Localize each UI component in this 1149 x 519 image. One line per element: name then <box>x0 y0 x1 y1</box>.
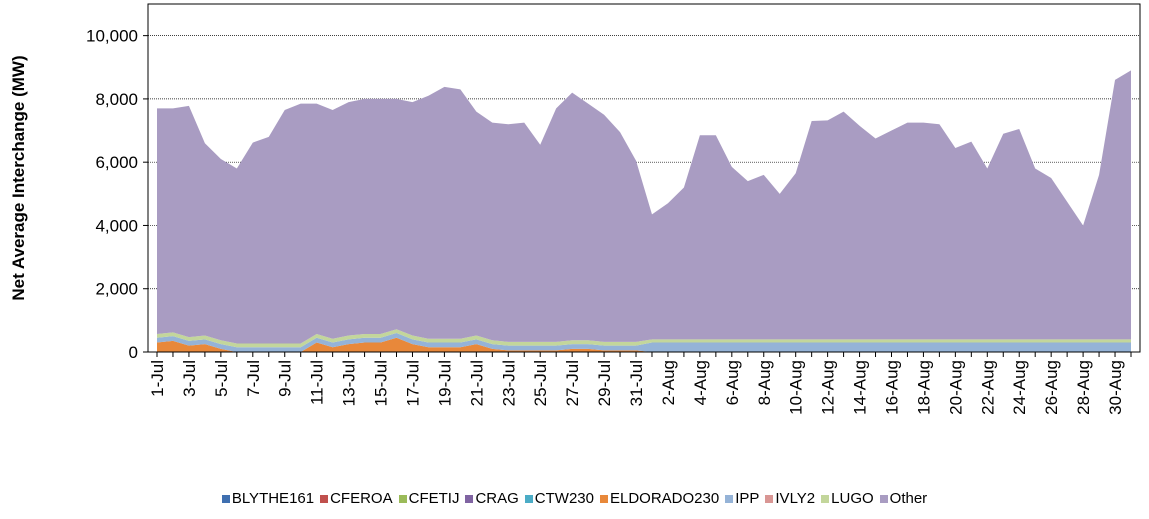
legend-swatch <box>465 494 474 503</box>
x-tick-label: 1-Jul <box>148 360 167 397</box>
x-tick-label: 21-Jul <box>467 360 486 406</box>
area <box>157 333 1131 352</box>
x-tick-label: 6-Aug <box>723 360 742 405</box>
y-tick-label: 4,000 <box>95 216 138 235</box>
x-tick-label: 7-Jul <box>244 360 263 397</box>
legend-item: BLYTHE161 <box>221 490 315 507</box>
legend-item: IVLY2 <box>765 490 815 507</box>
legend-item: IPP <box>725 490 759 507</box>
x-tick-label: 23-Jul <box>499 360 518 406</box>
legend-swatch <box>765 494 774 503</box>
x-tick-label: 2-Aug <box>659 360 678 405</box>
x-tick-label: 26-Aug <box>1042 360 1061 415</box>
legend-label: IPP <box>735 490 760 507</box>
area <box>157 329 1131 348</box>
x-tick-label: 4-Aug <box>691 360 710 405</box>
legend-item: CRAG <box>465 490 519 507</box>
plot-frame <box>147 3 1141 353</box>
x-tick-label: 11-Jul <box>308 360 327 405</box>
chart: Net Average Interchange (MW) 0 2,000 4,000… <box>9 3 1141 415</box>
x-tick-label: 22-Aug <box>978 360 997 415</box>
x-tick-label: 3-Jul <box>180 360 199 397</box>
x-tick-label: 12-Aug <box>819 360 838 415</box>
legend-swatch <box>725 494 734 503</box>
legend-swatch <box>879 494 888 503</box>
x-tick-label: 14-Aug <box>851 360 870 415</box>
x-tick-label: 19-Jul <box>435 360 454 406</box>
y-tick-label: 10,000 <box>86 27 138 46</box>
legend-label: ELDORADO230 <box>609 490 720 507</box>
legend-swatch <box>821 494 830 503</box>
legend-item: LUGO <box>821 490 874 507</box>
legend-label: CRAG <box>475 490 519 507</box>
y-tick-label: 2,000 <box>95 280 138 299</box>
legend-item: CTW230 <box>524 490 594 507</box>
x-tick-label: 29-Jul <box>595 360 614 406</box>
legend-swatch <box>599 494 608 503</box>
legend-item: ELDORADO230 <box>599 490 720 507</box>
y-axis-label: Net Average Interchange (MW) <box>9 55 28 300</box>
x-tick-label: 16-Aug <box>882 360 901 415</box>
legend-label: BLYTHE161 <box>231 490 315 507</box>
x-tick-label: 31-Jul <box>627 360 646 406</box>
x-tick-label: 15-Jul <box>372 360 391 406</box>
x-tick-label: 30-Aug <box>1106 360 1125 415</box>
x-tick-label: 27-Jul <box>563 360 582 406</box>
x-tick-label: 20-Aug <box>946 360 965 415</box>
x-tick-label: 28-Aug <box>1074 360 1093 415</box>
legend-label: CFEROA <box>330 490 393 507</box>
area <box>157 70 1131 344</box>
x-tick-label: 24-Aug <box>1010 360 1029 415</box>
legend-swatch <box>398 494 407 503</box>
legend-item: CFETIJ <box>398 490 460 507</box>
x-tick-label: 25-Jul <box>531 360 550 406</box>
legend-label: CFETIJ <box>408 490 460 507</box>
y-tick-label: 6,000 <box>95 153 138 172</box>
legend-label: CTW230 <box>534 490 594 507</box>
y-tick-label: 8,000 <box>95 90 138 109</box>
y-tick-label: 0 <box>129 343 138 362</box>
x-tick-label: 17-Jul <box>403 360 422 406</box>
x-tick-label: 10-Aug <box>787 360 806 415</box>
x-tick-label: 8-Aug <box>755 360 774 405</box>
legend-item: CFEROA <box>320 490 393 507</box>
x-tick-label: 5-Jul <box>212 360 231 397</box>
legend-label: IVLY2 <box>775 490 816 507</box>
legend-swatch <box>221 494 230 503</box>
x-tick-label: 9-Jul <box>276 360 295 397</box>
legend-swatch <box>524 494 533 503</box>
x-tick-label: 18-Aug <box>914 360 933 415</box>
area <box>157 337 1131 352</box>
legend-label: Other <box>889 490 928 507</box>
x-tick-label: 13-Jul <box>340 360 359 406</box>
legend-item: Other <box>879 490 928 507</box>
legend: BLYTHE161 CFEROA CFETIJ CRAG CTW230 ELDORADO2… <box>0 490 1149 507</box>
legend-label: LUGO <box>831 490 874 507</box>
legend-swatch <box>320 494 329 503</box>
